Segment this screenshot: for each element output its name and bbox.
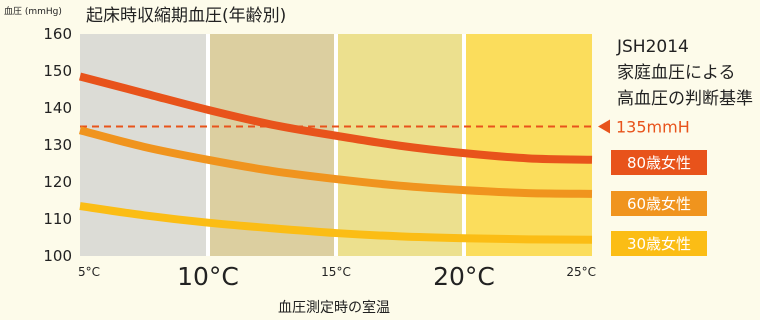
series-line-2: [79, 202, 593, 244]
reference-line-group: 135mmH: [80, 118, 690, 137]
legend: 80歳女性 60歳女性 30歳女性: [611, 150, 707, 256]
chart-title: 起床時収縮期血圧(年齢別): [86, 6, 286, 26]
annotation-line-1: JSH2014: [616, 37, 689, 57]
legend-swatch-0: [611, 150, 707, 175]
reference-arrow-icon: [598, 119, 610, 134]
x-tick-25: 25°C: [566, 265, 596, 279]
temperature-bands: [80, 34, 592, 256]
reference-label: 135mmH: [616, 118, 690, 137]
y-axis-ticks: 100 110 120 130 140 150 160: [43, 25, 72, 265]
y-tick-100: 100: [43, 247, 72, 265]
x-axis-label: 血圧測定時の室温: [278, 299, 390, 316]
legend-label-2: 30歳女性: [627, 235, 691, 253]
band-3: [464, 34, 592, 256]
y-tick-150: 150: [43, 62, 72, 80]
y-tick-120: 120: [43, 173, 72, 191]
y-axis-label: 血圧 (mmHg): [4, 5, 62, 17]
annotation-line-2: 家庭血圧による: [617, 63, 736, 83]
criteria-annotation: JSH2014 家庭血圧による 高血圧の判断基準: [616, 37, 753, 109]
legend-swatch-2: [611, 231, 707, 256]
x-tick-20: 20°C: [433, 262, 495, 291]
y-tick-130: 130: [43, 136, 72, 154]
band-1: [208, 34, 336, 256]
x-tick-15: 15°C: [321, 265, 351, 279]
legend-label-0: 80歳女性: [627, 154, 691, 172]
y-tick-140: 140: [43, 99, 72, 117]
annotation-line-3: 高血圧の判断基準: [617, 89, 753, 109]
series-lines: [78, 72, 593, 244]
y-tick-160: 160: [43, 25, 72, 43]
legend-label-1: 60歳女性: [627, 195, 691, 213]
legend-swatch-1: [611, 191, 707, 216]
series-line-1: [78, 126, 593, 198]
x-axis-ticks: 5°C 10°C 15°C 20°C 25°C: [78, 262, 596, 291]
x-tick-10: 10°C: [177, 262, 239, 291]
series-line-0: [78, 72, 593, 164]
x-tick-5: 5°C: [78, 265, 100, 279]
y-tick-110: 110: [43, 210, 72, 228]
